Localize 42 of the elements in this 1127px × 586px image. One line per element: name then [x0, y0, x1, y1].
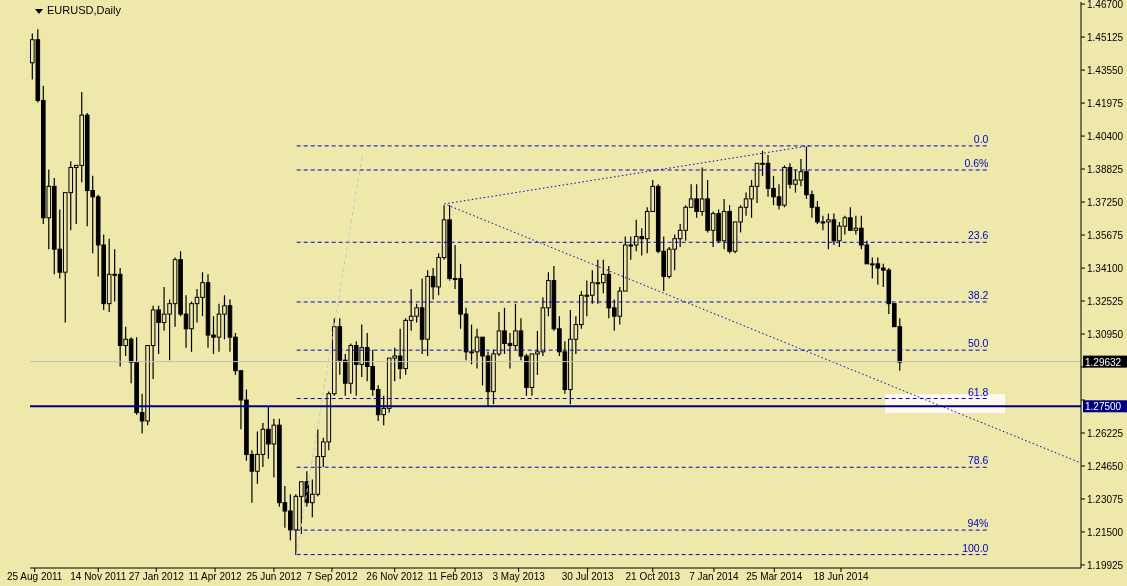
x-tick-label: 14 Nov 2011: [70, 571, 127, 583]
y-tick-label: 1.38825: [1087, 163, 1124, 175]
y-tick-label: 1.32525: [1087, 295, 1124, 307]
x-tick-label: 7 Jan 2014: [689, 571, 740, 583]
x-tick-label: 7 Sep 2012: [306, 571, 358, 583]
x-tick-label: 25 Jun 2012: [246, 571, 302, 583]
series-label: 0.6%: [964, 157, 989, 169]
chart-title: EURUSD,Daily: [47, 4, 121, 16]
y-tick-label: 1.26225: [1087, 427, 1124, 439]
series-label: 50.0: [968, 337, 989, 350]
series-label: 23.6: [968, 229, 989, 242]
ref-line-label: 1.27500: [1085, 401, 1122, 413]
x-tick-label: 21 Oct 2013: [625, 571, 681, 583]
y-tick-label: 1.21500: [1087, 526, 1124, 538]
x-tick-label: 18 Jun 2014: [813, 571, 869, 583]
x-tick-label: 25 Aug 2011: [6, 571, 63, 583]
y-tick-label: 1.30950: [1087, 328, 1124, 340]
y-tick-label: 1.19925: [1087, 559, 1124, 571]
y-tick-label: 1.41975: [1087, 97, 1124, 109]
series-label: 78.6: [968, 454, 989, 467]
series-label: 61.8: [968, 385, 989, 398]
x-tick-label: 3 May 2013: [492, 571, 546, 583]
y-tick-label: 1.34100: [1087, 262, 1124, 274]
y-tick-label: 1.46700: [1087, 0, 1124, 10]
series-label: 38.2: [968, 288, 989, 301]
series-label: 0.0: [973, 132, 989, 145]
series-label: 100.0: [962, 541, 989, 554]
y-tick-label: 1.40400: [1087, 130, 1124, 142]
y-tick-label: 1.35675: [1087, 229, 1124, 241]
x-tick-label: 25 Mar 2014: [746, 571, 803, 583]
ref-line-label: 1.29632: [1085, 356, 1122, 368]
x-tick-label: 27 Jan 2012: [128, 571, 185, 583]
y-tick-label: 1.37250: [1087, 196, 1124, 208]
x-tick-label: 30 Jul 2013: [561, 571, 614, 583]
y-tick-label: 1.24650: [1087, 460, 1124, 472]
x-tick-label: 11 Apr 2012: [188, 571, 243, 583]
series-label: 94%: [967, 517, 989, 530]
x-tick-label: 26 Nov 2012: [366, 571, 424, 583]
y-tick-label: 1.23075: [1087, 493, 1124, 505]
y-tick-label: 1.45125: [1087, 31, 1124, 43]
y-tick-label: 1.43550: [1087, 64, 1124, 76]
x-tick-label: 11 Feb 2013: [427, 571, 484, 583]
